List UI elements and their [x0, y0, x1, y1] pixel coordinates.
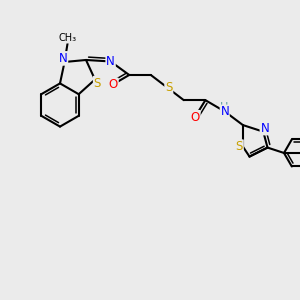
Text: H: H [220, 102, 229, 112]
Text: S: S [94, 76, 101, 90]
Text: O: O [190, 111, 200, 124]
Text: O: O [109, 78, 118, 92]
Text: S: S [165, 81, 172, 94]
Text: CH₃: CH₃ [58, 33, 76, 43]
Text: N: N [260, 122, 269, 135]
Text: N: N [59, 52, 68, 65]
Text: S: S [236, 140, 243, 153]
Text: N: N [220, 105, 229, 118]
Text: N: N [106, 55, 115, 68]
